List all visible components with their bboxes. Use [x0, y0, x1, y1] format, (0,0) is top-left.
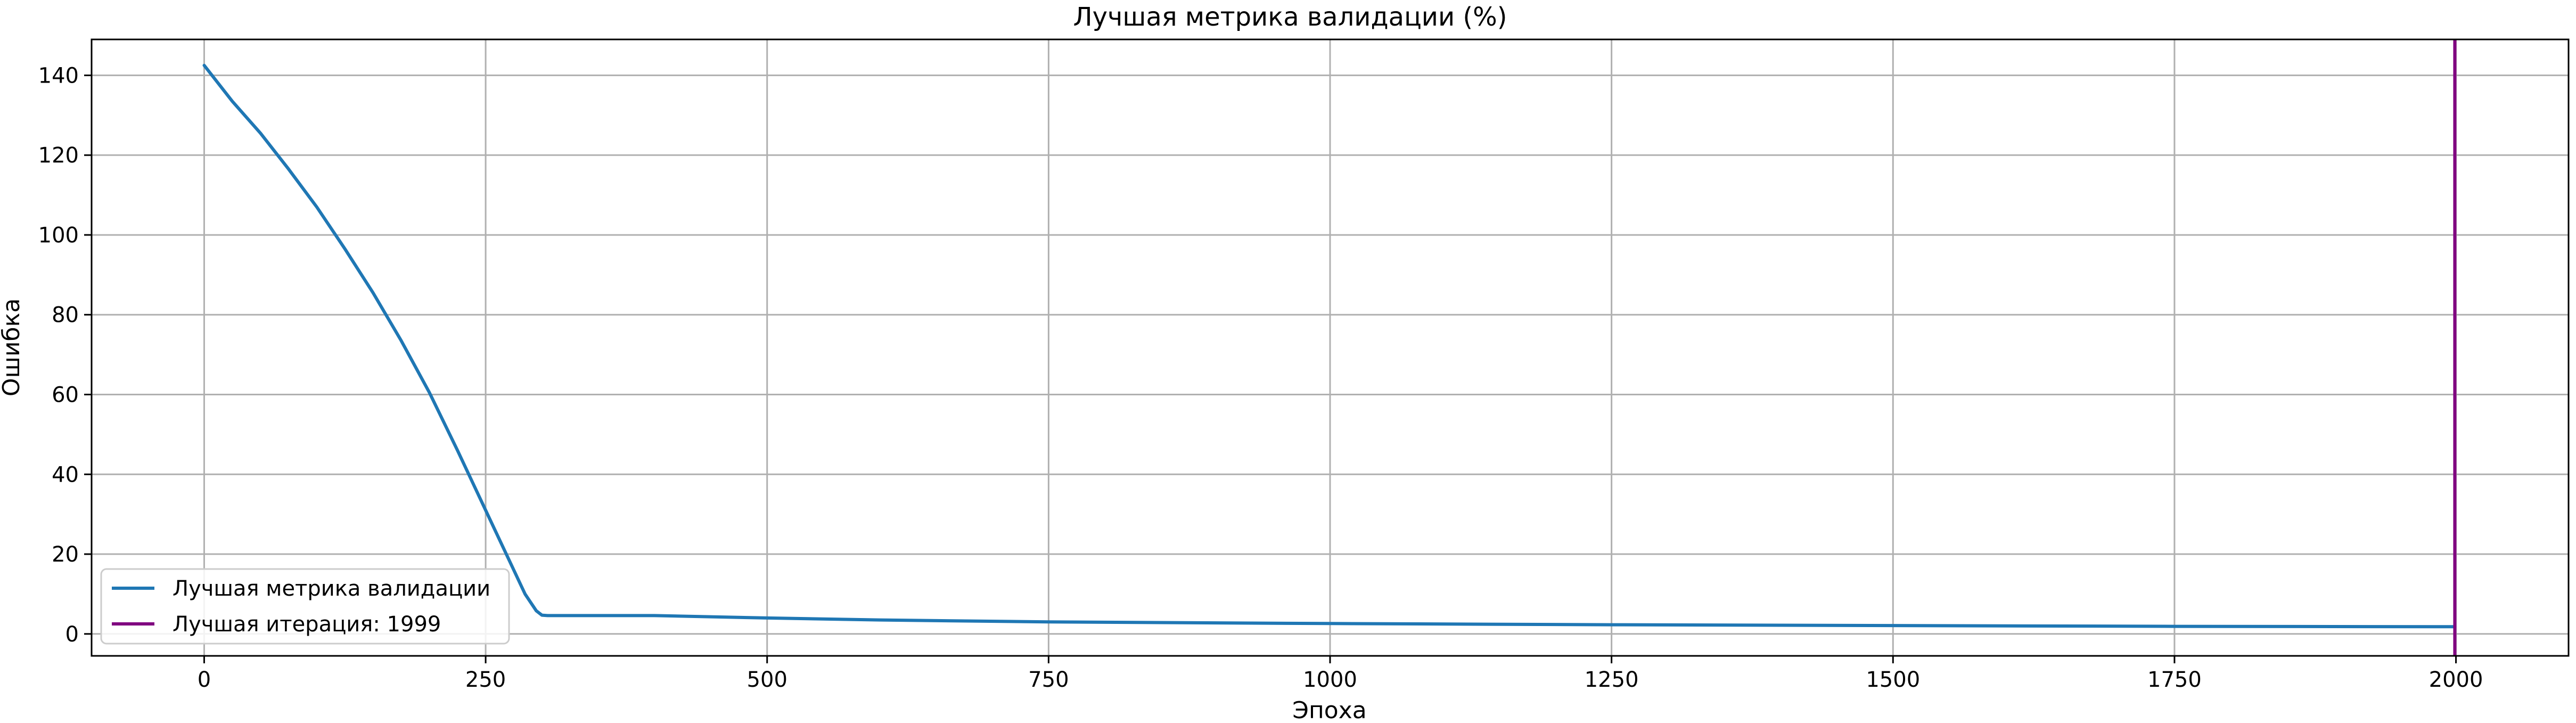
x-tick-label: 1250 [1585, 668, 1639, 692]
tick-layer: 0 250 500 750 1000 1250 1500 1750 2000 0 20 40 60 80 1… [38, 63, 2483, 692]
x-tick-label: 1750 [2147, 668, 2202, 692]
legend: Лучшая метрика валидации Лучшая итерация… [100, 568, 510, 645]
x-tick-label: 0 [198, 668, 211, 692]
y-tick-label: 40 [52, 462, 79, 487]
x-tick-label: 500 [747, 668, 787, 692]
series-line-validation-metric [202, 63, 2457, 629]
y-tick-label: 140 [38, 63, 79, 88]
y-axis-label: Ошибка [0, 298, 25, 396]
x-tick-label: 750 [1028, 668, 1069, 692]
x-tick-label: 250 [465, 668, 506, 692]
x-tick-label: 1500 [1866, 668, 1920, 692]
y-tick-label: 80 [52, 303, 79, 328]
legend-box [100, 568, 510, 645]
legend-label-best-iteration: Лучшая итерация: 1999 [173, 612, 441, 637]
x-tick-label: 1000 [1303, 668, 1357, 692]
chart-title: Лучшая метрика валидации (%) [1073, 2, 1507, 32]
legend-label-validation-metric: Лучшая метрика валидации [173, 576, 490, 601]
y-tick-label: 60 [52, 383, 79, 407]
x-tick-label: 2000 [2429, 668, 2483, 692]
series-layer [202, 39, 2457, 656]
y-tick-label: 120 [38, 143, 79, 168]
y-tick-label: 0 [65, 622, 79, 647]
y-tick-label: 100 [38, 223, 79, 248]
x-axis-label: Эпоха [1292, 697, 1366, 723]
y-tick-label: 20 [52, 542, 79, 567]
